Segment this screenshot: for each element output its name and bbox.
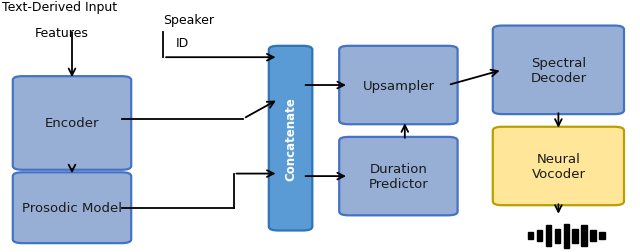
Bar <box>555 229 561 242</box>
FancyBboxPatch shape <box>339 47 458 125</box>
Text: Upsampler: Upsampler <box>362 79 435 92</box>
Bar <box>581 226 588 246</box>
FancyBboxPatch shape <box>13 77 131 170</box>
Bar <box>536 230 543 241</box>
Text: Encoder: Encoder <box>45 117 99 130</box>
Text: ID: ID <box>176 37 189 49</box>
Bar <box>573 229 579 242</box>
Text: Spectral
Decoder: Spectral Decoder <box>531 57 586 84</box>
Text: Neural
Vocoder: Neural Vocoder <box>531 152 586 180</box>
FancyBboxPatch shape <box>269 47 312 231</box>
Text: Features: Features <box>35 26 89 39</box>
Text: Concatenate: Concatenate <box>284 97 297 180</box>
FancyBboxPatch shape <box>493 127 624 205</box>
Bar <box>545 226 552 246</box>
Bar <box>564 224 570 247</box>
Bar <box>600 232 605 239</box>
Bar <box>528 232 534 239</box>
Text: Duration
Predictor: Duration Predictor <box>369 163 428 190</box>
Bar <box>590 230 596 241</box>
FancyBboxPatch shape <box>339 137 458 215</box>
FancyBboxPatch shape <box>13 173 131 243</box>
Text: Speaker: Speaker <box>163 14 214 27</box>
FancyBboxPatch shape <box>493 26 624 115</box>
Text: Text-Derived Input: Text-Derived Input <box>2 1 117 14</box>
Text: Prosodic Model: Prosodic Model <box>22 201 122 214</box>
